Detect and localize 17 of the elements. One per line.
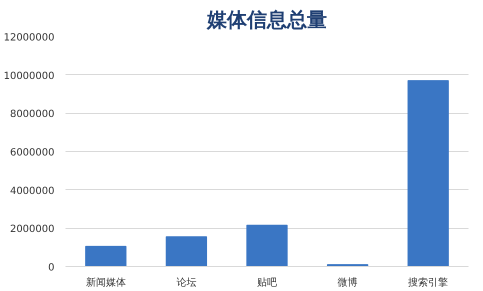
bar	[166, 236, 208, 266]
y-tick-label: 12000000	[4, 32, 55, 44]
bar	[408, 80, 449, 266]
bar	[246, 224, 288, 266]
y-tick-label: 0	[48, 262, 55, 274]
x-tick-label: 搜索引擎	[408, 276, 448, 288]
bar	[85, 246, 126, 266]
y-tick-label: 4000000	[10, 186, 55, 197]
chart-title: 媒体信息总量	[206, 8, 327, 32]
y-tick-label: 8000000	[10, 109, 55, 120]
y-tick-label: 6000000	[10, 148, 55, 158]
x-tick-label: 论坛	[176, 276, 196, 288]
y-tick-label: 10000000	[4, 70, 55, 82]
x-tick-label: 新闻媒体	[86, 276, 126, 288]
y-tick-label: 2000000	[10, 224, 55, 236]
x-tick-label: 微博	[338, 276, 358, 288]
x-tick-label: 贴吧	[257, 276, 277, 288]
